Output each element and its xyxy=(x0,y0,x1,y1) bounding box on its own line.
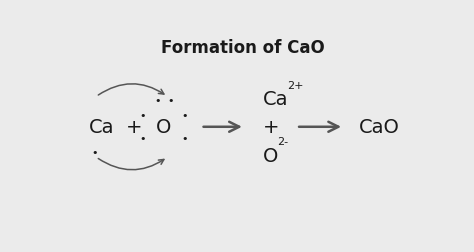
Text: 2-: 2- xyxy=(277,137,288,147)
Text: Formation of CaO: Formation of CaO xyxy=(161,39,325,57)
Text: +: + xyxy=(126,118,143,137)
Text: •: • xyxy=(167,96,174,106)
Text: •: • xyxy=(181,111,187,121)
Text: +: + xyxy=(263,118,280,137)
Text: Ca: Ca xyxy=(263,90,289,109)
Text: Ca: Ca xyxy=(89,118,114,137)
Text: •: • xyxy=(139,134,146,144)
Text: O: O xyxy=(156,118,172,137)
Text: CaO: CaO xyxy=(358,118,399,137)
Text: •: • xyxy=(154,96,161,106)
Text: •: • xyxy=(181,134,187,144)
FancyArrowPatch shape xyxy=(98,84,164,96)
Text: •: • xyxy=(91,147,97,158)
Text: 2+: 2+ xyxy=(287,81,303,90)
FancyArrowPatch shape xyxy=(98,159,164,170)
Text: O: O xyxy=(263,146,279,165)
Text: •: • xyxy=(139,111,146,121)
